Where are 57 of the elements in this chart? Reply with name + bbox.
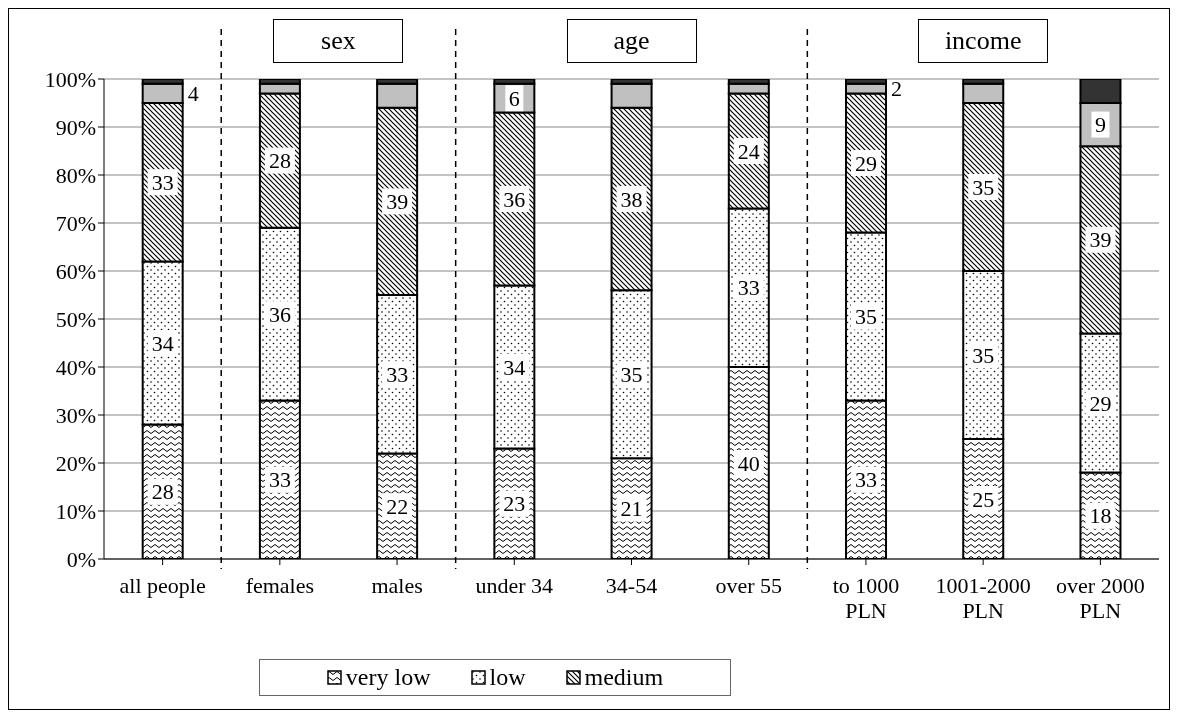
data-label: 34 — [151, 330, 174, 356]
y-tick-label: 0% — [66, 546, 96, 572]
text: age — [566, 19, 697, 63]
x-tick-label: under 34 — [475, 573, 554, 598]
legend-label: medium — [583, 664, 664, 691]
data-label: 6 — [508, 85, 520, 111]
data-label: 2 — [891, 76, 903, 102]
data-label: 39 — [386, 188, 409, 214]
data-label: 35 — [972, 174, 995, 200]
data-label: 39 — [1089, 227, 1112, 253]
y-tick-label: 50% — [55, 306, 96, 332]
data-label: 33 — [855, 467, 878, 493]
y-tick-label: 100% — [44, 66, 96, 92]
y-tick-label: 40% — [55, 354, 96, 380]
x-tick-label: males — [371, 573, 423, 598]
data-label: 40 — [737, 450, 760, 476]
y-tick-label: 80% — [55, 162, 96, 188]
data-label: 35 — [972, 342, 995, 368]
data-label: 29 — [855, 150, 878, 176]
data-label: 35 — [620, 361, 643, 387]
data-label: 22 — [386, 493, 409, 519]
legend-label: low — [488, 664, 526, 691]
data-label: 9 — [1094, 112, 1106, 138]
y-tick-label: 70% — [55, 210, 96, 236]
data-label: 25 — [972, 486, 995, 512]
x-tick-label: 1001-2000 PLN — [935, 573, 1031, 623]
y-tick-label: 90% — [55, 114, 96, 140]
data-label: 33 — [386, 361, 409, 387]
data-label: 4 — [187, 80, 199, 106]
x-tick-label: females — [245, 573, 315, 598]
data-label: 33 — [737, 275, 760, 301]
data-label: 35 — [855, 304, 878, 330]
y-tick-label: 20% — [55, 450, 96, 476]
data-label: 34 — [503, 354, 526, 380]
data-label: 36 — [503, 186, 526, 212]
text: income — [918, 19, 1049, 63]
y-tick-label: 30% — [55, 402, 96, 428]
y-tick-label: 10% — [55, 498, 96, 524]
data-label: 38 — [620, 186, 643, 212]
data-label: 29 — [1089, 390, 1112, 416]
x-tick-label: 34-54 — [605, 573, 658, 598]
x-tick-label: over 55 — [715, 573, 783, 598]
data-label: 18 — [1089, 503, 1112, 529]
data-label: 28 — [151, 479, 174, 505]
x-tick-label: all people — [119, 573, 206, 598]
x-tick-label: over 2000 PLN — [1056, 573, 1145, 623]
data-label: 33 — [151, 169, 174, 195]
data-label: 28 — [268, 148, 291, 174]
text: sex — [273, 19, 404, 63]
data-label: 23 — [503, 491, 526, 517]
x-tick-label: to 1000 PLN — [832, 573, 900, 623]
data-label: 33 — [268, 467, 291, 493]
data-label: 24 — [737, 138, 760, 164]
data-label: 21 — [620, 496, 643, 522]
y-tick-label: 60% — [55, 258, 96, 284]
legend-label: very low — [344, 664, 431, 691]
data-label: 36 — [268, 301, 291, 327]
